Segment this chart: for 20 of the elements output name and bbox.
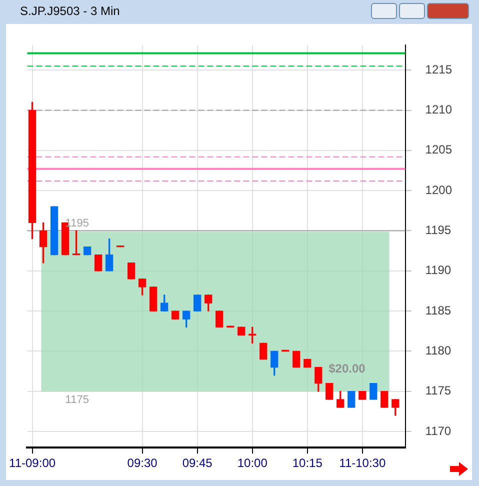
y-tick-label: 1200 <box>425 182 452 197</box>
annotation: 1175 <box>65 394 89 406</box>
y-tick-label: 1215 <box>425 62 452 76</box>
x-tick-label: 11-10:30 <box>339 456 386 470</box>
band-label: $20.00 <box>328 362 366 376</box>
x-tick-label: 10:00 <box>237 456 268 470</box>
y-tick-label: 1205 <box>425 142 452 157</box>
chart-title: S.JP.J9503 - 3 Min <box>20 4 121 18</box>
y-tick-label: 1170 <box>425 424 452 438</box>
y-tick-label: 1195 <box>425 223 452 238</box>
x-tick-label: 11-09:00 <box>9 456 56 470</box>
x-tick-label: 09:45 <box>182 456 213 470</box>
annotation: 1195 <box>65 217 89 230</box>
y-tick-label: 1175 <box>425 384 452 398</box>
y-tick-label: 1180 <box>425 344 452 358</box>
x-tick-label: 09:30 <box>127 456 158 470</box>
y-tick-label: 1190 <box>425 263 452 278</box>
x-tick-label: 10:15 <box>292 456 323 470</box>
y-tick-label: 1185 <box>425 303 452 318</box>
y-tick-label: 1210 <box>425 102 452 117</box>
